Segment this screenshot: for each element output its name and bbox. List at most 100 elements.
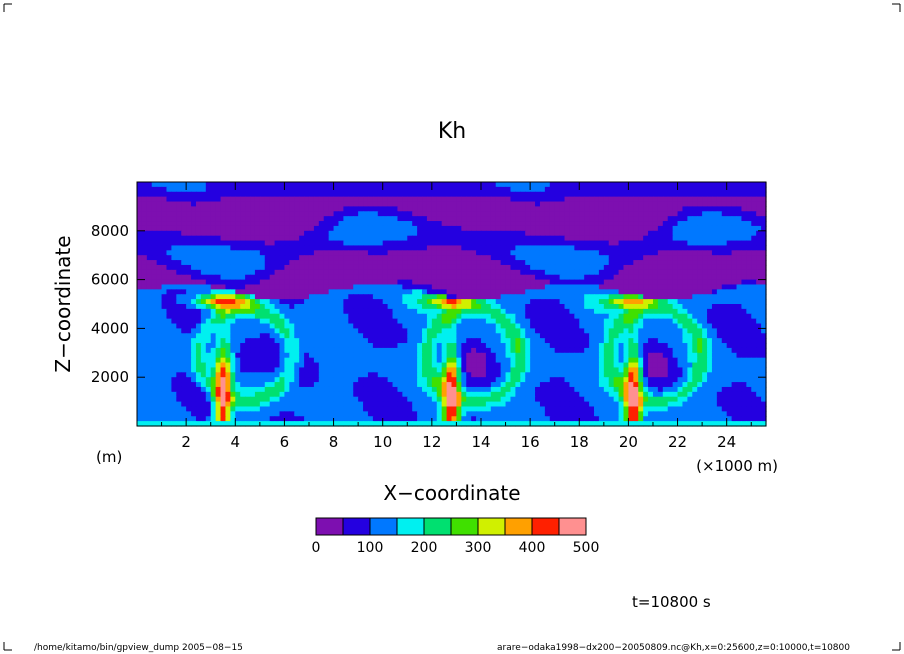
field-cell — [176, 328, 182, 334]
field-cell — [279, 245, 286, 251]
field-cell — [358, 338, 364, 344]
field-cell — [736, 289, 743, 295]
field-cell — [697, 279, 703, 286]
field-cell — [446, 323, 453, 329]
field-cell — [480, 196, 487, 203]
field-cell — [264, 240, 271, 247]
field-cell — [495, 347, 502, 354]
field-cell — [569, 196, 575, 203]
field-cell — [618, 240, 625, 247]
field-cell — [240, 230, 246, 237]
field-cell — [264, 304, 271, 310]
field-cell — [367, 230, 374, 237]
field-cell — [367, 264, 374, 271]
field-cell — [456, 362, 462, 369]
field-cell — [633, 230, 639, 237]
field-cell — [652, 240, 659, 247]
field-cell — [741, 367, 747, 373]
field-cell — [525, 352, 531, 359]
field-cell — [377, 284, 384, 290]
field-cell — [259, 201, 266, 207]
field-cell — [436, 269, 443, 276]
field-cell — [348, 347, 354, 354]
field-cell — [761, 308, 767, 315]
field-cell — [407, 352, 413, 359]
field-cell — [141, 196, 148, 203]
field-cell — [746, 260, 752, 266]
field-cell — [245, 211, 251, 217]
field-cell — [284, 221, 290, 227]
field-cell — [515, 357, 521, 364]
field-cell — [657, 343, 664, 349]
field-cell — [761, 294, 767, 300]
field-cell — [333, 289, 340, 295]
field-cell — [387, 225, 394, 232]
field-cell — [348, 352, 354, 359]
field-cell — [436, 347, 443, 354]
field-cell — [284, 235, 290, 242]
field-cell — [372, 230, 379, 237]
field-cell — [721, 211, 728, 217]
field-cell — [343, 186, 349, 193]
field-cell — [500, 347, 507, 354]
field-cell — [628, 323, 634, 329]
field-cell — [250, 304, 256, 310]
field-cell — [353, 347, 359, 354]
field-cell — [417, 313, 423, 320]
field-cell — [554, 230, 561, 237]
field-cell — [181, 264, 187, 271]
field-cell — [480, 269, 487, 276]
field-cell — [721, 260, 728, 266]
field-cell — [667, 362, 674, 369]
field-cell — [387, 352, 394, 359]
field-cell — [594, 352, 600, 359]
field-cell — [716, 269, 723, 276]
field-cell — [500, 221, 507, 227]
field-cell — [146, 201, 153, 207]
field-cell — [623, 299, 629, 305]
field-cell — [544, 367, 551, 373]
field-cell — [156, 182, 163, 188]
field-cell — [539, 250, 546, 256]
field-cell — [191, 357, 197, 364]
field-cell — [594, 357, 600, 364]
field-cell — [446, 269, 453, 276]
field-cell — [363, 347, 369, 354]
field-cell — [628, 250, 634, 256]
field-cell — [633, 294, 639, 300]
field-cell — [402, 235, 408, 242]
field-cell — [353, 304, 359, 310]
field-cell — [377, 211, 384, 217]
field-cell — [245, 260, 251, 266]
field-cell — [613, 279, 620, 286]
field-cell — [308, 260, 315, 266]
field-cell — [289, 318, 295, 325]
field-cell — [539, 352, 546, 359]
field-cell — [343, 308, 349, 315]
field-cell — [235, 333, 241, 339]
field-cell — [200, 206, 207, 212]
field-cell — [205, 284, 212, 290]
field-cell — [510, 304, 516, 310]
field-cell — [308, 269, 315, 276]
field-cell — [417, 308, 423, 315]
field-cell — [274, 216, 281, 222]
field-cell — [731, 182, 738, 188]
field-cell — [721, 182, 728, 188]
field-cell — [643, 250, 649, 256]
field-cell — [254, 250, 261, 256]
field-cell — [608, 255, 615, 261]
field-cell — [633, 211, 639, 217]
field-cell — [417, 255, 423, 261]
field-cell — [589, 260, 595, 266]
field-cell — [628, 235, 634, 242]
field-cell — [431, 216, 438, 222]
field-cell — [299, 201, 305, 207]
field-cell — [456, 201, 462, 207]
field-cell — [269, 328, 276, 334]
field-cell — [702, 352, 708, 359]
field-cell — [594, 347, 600, 354]
field-cell — [407, 182, 413, 188]
field-cell — [205, 221, 212, 227]
field-cell — [515, 343, 521, 349]
